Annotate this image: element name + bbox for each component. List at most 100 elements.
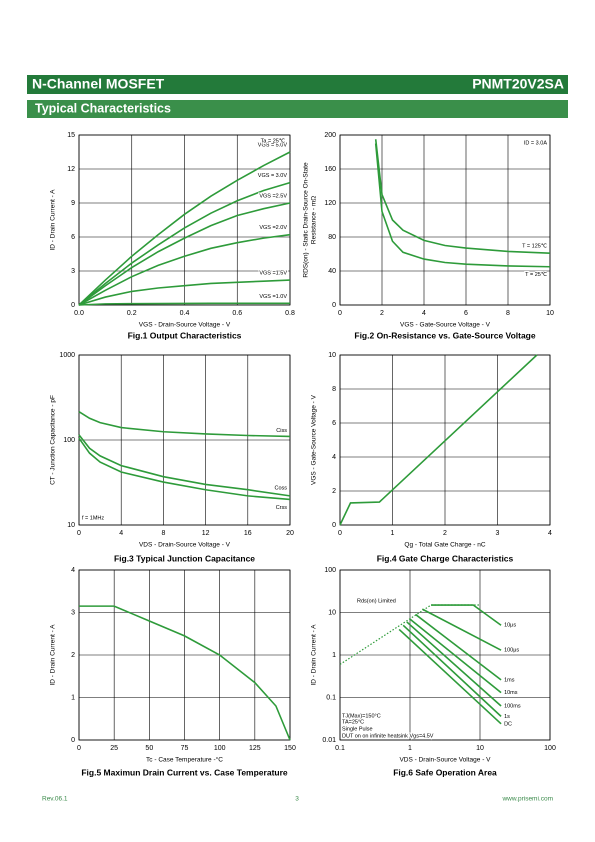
x-tick-label: 0.8 xyxy=(285,310,295,317)
y-axis-label: RDS(on) - Static Drain-Source On-State xyxy=(303,162,310,278)
y-tick-label: 160 xyxy=(324,166,336,173)
series-line xyxy=(409,618,502,694)
x-axis-label: VGS - Gate-Source Voltage - V xyxy=(400,322,491,329)
series-label: Ciss xyxy=(276,428,287,434)
y-axis-label: Resistance - mΩ xyxy=(311,196,318,244)
y-tick-label: 120 xyxy=(324,200,336,207)
y-tick-label: 0 xyxy=(71,302,75,309)
series-label: 10μs xyxy=(504,623,516,629)
annotation: Ta = 25℃ xyxy=(261,138,286,144)
series-label: Rds(on) Limited xyxy=(357,598,396,604)
series-label: VGS =1.5V xyxy=(259,271,287,277)
series-label: 10ms xyxy=(504,690,518,696)
x-tick-label: 1 xyxy=(391,530,395,537)
x-tick-label: 2 xyxy=(443,530,447,537)
x-tick-label: 0.0 xyxy=(74,310,84,317)
y-tick-label: 3 xyxy=(71,268,75,275)
x-tick-label: 25 xyxy=(110,745,118,752)
x-tick-label: 0 xyxy=(338,530,342,537)
y-axis-label: ID - Drain Current - A xyxy=(50,624,57,686)
series-label: 100ms xyxy=(504,703,521,709)
x-tick-label: 4 xyxy=(548,530,552,537)
y-axis-label: ID - Drain Current - A xyxy=(311,624,318,686)
y-tick-label: 6 xyxy=(71,234,75,241)
section-title: Typical Characteristics xyxy=(35,101,171,115)
annotation: Single Pulse xyxy=(342,726,373,732)
figure-caption: Fig.1 Output Characteristics xyxy=(128,330,242,340)
y-tick-label: 100 xyxy=(63,437,75,444)
series-label: 100μs xyxy=(504,648,519,654)
series-line xyxy=(402,624,502,717)
x-tick-label: 10 xyxy=(476,745,484,752)
x-tick-label: 10 xyxy=(546,310,554,317)
y-axis-label: VGS - Gate-Source Voltage - V xyxy=(311,394,318,485)
x-tick-label: 0 xyxy=(77,530,81,537)
series-line xyxy=(78,279,291,306)
y-tick-label: 0 xyxy=(71,737,75,744)
series-line xyxy=(78,151,291,306)
website: www.prisemi.com xyxy=(501,796,553,803)
x-tick-label: 0.4 xyxy=(180,310,190,317)
figure-caption: Fig.2 On-Resistance vs. Gate-Source Volt… xyxy=(354,330,536,340)
y-tick-label: 200 xyxy=(324,132,336,139)
x-tick-label: 100 xyxy=(214,745,226,752)
x-tick-label: 150 xyxy=(284,745,296,752)
x-tick-label: 2 xyxy=(380,310,384,317)
series-line xyxy=(78,434,291,497)
figure-caption: Fig.5 Maximun Drain Current vs. Case Tem… xyxy=(81,767,288,777)
y-tick-label: 6 xyxy=(332,420,336,427)
x-axis-label: VDS - Drain-Source Voltage - V xyxy=(139,542,231,549)
x-tick-label: 125 xyxy=(249,745,261,752)
y-tick-label: 80 xyxy=(328,234,336,241)
x-tick-label: 4 xyxy=(119,530,123,537)
series-line xyxy=(406,621,502,707)
series-line xyxy=(78,202,291,306)
y-tick-label: 9 xyxy=(71,200,75,207)
y-tick-label: 40 xyxy=(328,268,336,275)
figure-caption: Fig.6 Safe Operation Area xyxy=(393,767,497,777)
y-tick-label: 8 xyxy=(332,386,336,393)
series-label: VGS =1.0V xyxy=(259,294,287,300)
x-tick-label: 8 xyxy=(506,310,510,317)
revision: Rev.06.1 xyxy=(42,796,68,803)
x-tick-label: 1 xyxy=(408,745,412,752)
series-label: VGS =2.5V xyxy=(259,193,287,199)
x-tick-label: 3 xyxy=(496,530,500,537)
y-tick-label: 1 xyxy=(332,652,336,659)
series-line xyxy=(421,608,502,651)
x-tick-label: 50 xyxy=(145,745,153,752)
series-line xyxy=(339,354,538,526)
series-line xyxy=(431,604,502,626)
series-label: T = 125℃ xyxy=(522,244,548,250)
header-title: N-Channel MOSFET xyxy=(32,76,165,92)
figure-caption: Fig.3 Typical Junction Capacitance xyxy=(114,553,255,563)
series-label: VGS = 3.0V xyxy=(258,173,288,179)
x-tick-label: 0 xyxy=(338,310,342,317)
y-tick-label: 12 xyxy=(67,166,75,173)
annotation: TJ(Max)=150°C xyxy=(342,713,381,719)
y-tick-label: 10 xyxy=(67,522,75,529)
y-tick-label: 100 xyxy=(324,567,336,574)
annotation: ID = 3.0A xyxy=(524,140,547,146)
series-label: T = 25℃ xyxy=(525,272,548,278)
y-tick-label: 0 xyxy=(332,302,336,309)
x-axis-label: Tc - Case Temperature -°C xyxy=(146,756,223,764)
series-line xyxy=(398,628,502,725)
series-label: 1ms xyxy=(504,677,515,683)
plot-frame xyxy=(339,134,551,306)
page-number: 3 xyxy=(295,796,299,803)
annotation: f = 1MHz xyxy=(82,515,104,521)
figure-caption: Fig.4 Gate Charge Characteristics xyxy=(377,553,514,563)
y-axis-label: ID - Drain Current - A xyxy=(50,189,57,251)
x-tick-label: 0 xyxy=(77,745,81,752)
x-axis-label: VDS - Drain-Source Voltage - V xyxy=(399,757,491,764)
x-tick-label: 8 xyxy=(161,530,165,537)
x-tick-label: 20 xyxy=(286,530,294,537)
series-line xyxy=(78,181,291,306)
x-tick-label: 0.6 xyxy=(232,310,242,317)
x-tick-label: 16 xyxy=(244,530,252,537)
y-tick-label: 2 xyxy=(71,652,75,659)
x-tick-label: 0.1 xyxy=(335,745,345,752)
series-line xyxy=(78,302,290,306)
